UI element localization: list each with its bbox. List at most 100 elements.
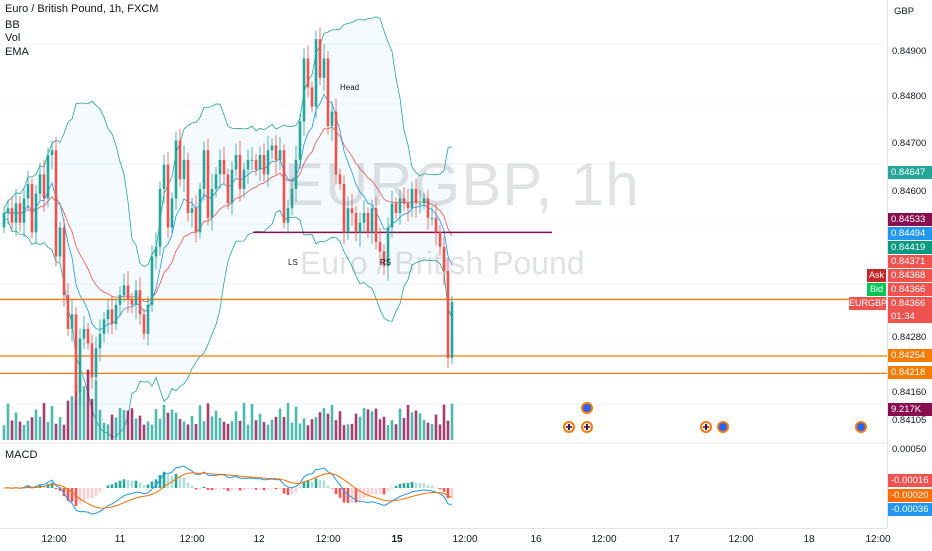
economic-event-icon[interactable] <box>581 402 593 414</box>
macd-histogram-bar <box>402 483 406 488</box>
candle-body <box>322 58 326 78</box>
candle-body <box>278 150 282 160</box>
macd-histogram-bar <box>94 488 98 496</box>
volume-bar <box>218 417 222 440</box>
macd-histogram-bar <box>438 488 442 490</box>
volume-bar <box>446 420 450 440</box>
volume-bar <box>298 423 302 440</box>
candle-body <box>98 333 102 349</box>
volume-bar <box>314 417 318 440</box>
macd-histogram-bar <box>302 481 306 488</box>
macd-histogram-bar <box>306 480 310 488</box>
annotation-right-shoulder[interactable]: RS <box>380 258 392 267</box>
macd-histogram-bar <box>378 488 382 495</box>
time-axis[interactable]: 12:00 11 12:00 12 12:00 15 12:00 16 12:00 17 12:00… <box>0 528 891 551</box>
uk-flag-event-icon[interactable] <box>581 421 593 433</box>
candle-body <box>130 299 134 305</box>
candle-body <box>306 58 310 88</box>
candle-body <box>358 222 362 233</box>
volume-bar <box>382 416 386 440</box>
macd-histogram-bar <box>282 488 286 494</box>
uk-flag-event-icon[interactable] <box>700 421 712 433</box>
economic-event-icon[interactable] <box>855 421 867 433</box>
volume-bar <box>274 416 278 440</box>
macd-histogram-bar <box>142 484 146 488</box>
volume-bar <box>430 424 434 440</box>
candle-body <box>170 198 174 228</box>
candle-body <box>190 208 194 214</box>
price-tag: 0.84218 <box>888 366 932 379</box>
price-axis[interactable]: GBP 0.84900 0.84800 0.84700 0.84600 0.84280 0… <box>887 0 932 528</box>
time-tick-label: 12 <box>253 534 265 545</box>
volume-bar <box>2 425 6 440</box>
volume-bar <box>306 425 310 440</box>
macd-histogram-bar <box>66 488 70 501</box>
volume-bar <box>158 418 162 440</box>
annotation-head[interactable]: Head <box>340 83 360 92</box>
symbol-legend-title[interactable]: Euro / British Pound, 1h, FXCM <box>5 3 159 15</box>
candle-body <box>422 198 426 204</box>
economic-event-icon[interactable] <box>717 421 729 433</box>
volume-bar <box>206 403 210 440</box>
candle-body <box>298 121 302 160</box>
price-tag: -0.00016 <box>888 474 932 487</box>
volume-bar <box>34 409 38 440</box>
candle-body <box>174 140 178 199</box>
candle-body <box>398 198 402 214</box>
volume-bar <box>82 386 86 440</box>
time-tick-label: 17 <box>668 534 680 545</box>
time-tick-label: 16 <box>530 534 542 545</box>
uk-flag-event-icon[interactable] <box>563 421 575 433</box>
macd-histogram-bar <box>178 476 182 488</box>
macd-histogram-bar <box>202 486 206 488</box>
macd-histogram-bar <box>450 488 454 498</box>
macd-histogram-bar <box>26 485 30 488</box>
chart-pane[interactable]: EURGBP, 1h Euro / British Pound Euro / B… <box>0 0 887 528</box>
indicator-legend-macd[interactable]: MACD <box>5 449 38 461</box>
candle-body <box>350 208 354 214</box>
macd-histogram-bar <box>106 485 110 488</box>
price-chart-canvas[interactable] <box>0 0 887 528</box>
candle-body <box>134 290 138 305</box>
symbol-name-watermark: Euro / British Pound <box>300 245 585 281</box>
macd-histogram-bar <box>102 488 106 489</box>
price-tick-label: 0.84600 <box>892 186 927 197</box>
macd-histogram-bar <box>386 488 390 492</box>
volume-bar <box>326 413 330 440</box>
volume-bar <box>194 424 198 440</box>
macd-histogram-bar <box>98 488 102 493</box>
volume-bar <box>42 403 46 440</box>
macd-histogram-bar <box>166 475 170 488</box>
volume-bar <box>418 413 422 440</box>
candle-body <box>166 164 170 228</box>
candle-body <box>34 193 38 233</box>
volume-bar <box>334 420 338 440</box>
macd-histogram-bar <box>214 488 218 490</box>
volume-bar <box>262 422 266 440</box>
candle-body <box>318 39 322 78</box>
candle-body <box>338 174 342 185</box>
side-tag-eurgbp: EURGBP <box>849 297 888 310</box>
annotation-left-shoulder[interactable]: LS <box>288 258 298 267</box>
indicator-legend-volume[interactable]: Vol <box>5 32 21 44</box>
candle-body <box>146 304 150 334</box>
candle-body <box>6 208 10 214</box>
macd-histogram-bar <box>382 488 386 495</box>
macd-histogram-bar <box>250 488 254 490</box>
macd-histogram-bar <box>314 478 318 488</box>
volume-bar <box>30 417 34 440</box>
candle-body <box>82 328 86 339</box>
candle-body <box>314 39 318 107</box>
time-tick-label: 12:00 <box>41 534 67 545</box>
volume-bar <box>434 414 438 440</box>
indicator-legend-ema[interactable]: EMA <box>5 46 29 58</box>
macd-histogram-bar <box>434 487 438 489</box>
volume-bar <box>406 404 410 440</box>
candle-body <box>210 188 214 218</box>
bb-lower-line <box>3 209 453 438</box>
indicator-legend-bb[interactable]: BB <box>5 19 20 31</box>
candle-body <box>254 159 258 170</box>
bb-upper-line <box>3 16 453 268</box>
macd-histogram-bar <box>62 488 66 497</box>
macd-histogram-bar <box>346 488 350 503</box>
